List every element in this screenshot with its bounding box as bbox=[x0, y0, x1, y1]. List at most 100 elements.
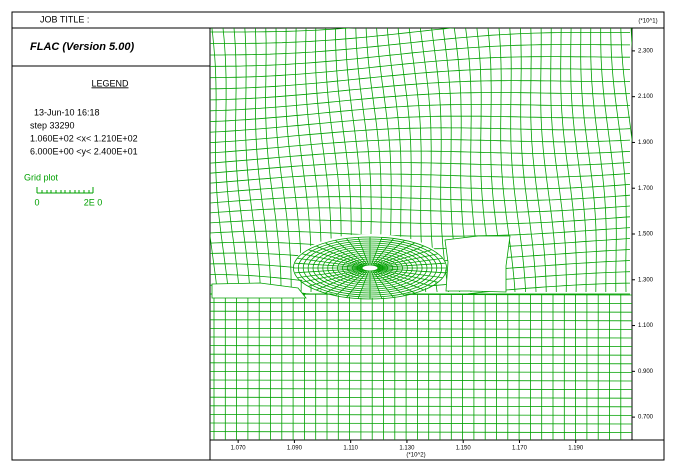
legend-step: step 33290 bbox=[30, 120, 75, 130]
mesh-line bbox=[294, 268, 363, 274]
x-multiplier: (*10^2) bbox=[406, 453, 425, 459]
scale-start: 0 bbox=[34, 197, 39, 207]
mesh-line bbox=[210, 353, 632, 356]
mesh-line bbox=[210, 370, 632, 373]
mesh-line bbox=[210, 0, 630, 9]
y-tick-label: 0.900 bbox=[638, 369, 654, 375]
y-tick-label: 0.700 bbox=[638, 415, 654, 421]
x-tick-label: 1.070 bbox=[231, 446, 247, 452]
mesh-line bbox=[377, 262, 446, 268]
x-tick-label: 1.090 bbox=[287, 446, 303, 452]
mesh-line bbox=[316, 269, 365, 291]
mesh-line bbox=[210, 44, 630, 67]
mesh-line bbox=[210, 379, 632, 382]
mesh-line bbox=[308, 249, 364, 267]
mesh-line bbox=[335, 240, 367, 266]
mesh-line bbox=[316, 245, 365, 267]
y-tick-label: 1.500 bbox=[638, 232, 654, 238]
mesh-line bbox=[610, 28, 627, 293]
x-tick-label: 1.190 bbox=[568, 446, 584, 452]
mesh-line bbox=[210, 422, 632, 425]
legend-x-range: 1.060E+02 <x< 1.210E+02 bbox=[30, 133, 138, 143]
scale-end: 2E 0 bbox=[84, 197, 103, 207]
opening bbox=[444, 235, 511, 293]
mesh-line bbox=[346, 270, 368, 298]
mesh-line bbox=[520, 28, 537, 293]
mesh-line bbox=[210, 302, 632, 305]
mesh-line bbox=[302, 269, 363, 283]
mesh-line bbox=[285, 28, 302, 293]
y-tick-label: 1.900 bbox=[638, 140, 654, 146]
mesh-line bbox=[210, 336, 632, 339]
mesh-line bbox=[530, 28, 547, 293]
mesh-line bbox=[210, 28, 456, 44]
mesh-line bbox=[210, 92, 631, 112]
mesh-line bbox=[308, 269, 364, 287]
mesh-line bbox=[377, 268, 443, 278]
mesh-line bbox=[297, 268, 363, 278]
mesh-line bbox=[210, 216, 631, 225]
mesh-line bbox=[376, 269, 432, 287]
mesh-line bbox=[294, 262, 363, 268]
legend-plot-name: Grid plot bbox=[24, 172, 59, 182]
mesh-line bbox=[210, 413, 632, 416]
x-tick-label: 1.170 bbox=[512, 446, 528, 452]
mesh-line bbox=[211, 28, 229, 293]
mesh-line bbox=[210, 68, 630, 90]
mesh-line bbox=[210, 388, 632, 391]
mesh-line bbox=[210, 396, 632, 399]
mesh-line bbox=[370, 270, 383, 299]
mesh-line bbox=[210, 227, 631, 237]
mesh-line bbox=[375, 269, 424, 291]
program: FLAC (Version 5.00) bbox=[30, 41, 134, 53]
legend-y-range: 6.000E+00 <y< 2.400E+01 bbox=[30, 146, 138, 156]
mesh-line bbox=[210, 127, 631, 143]
mesh-line bbox=[550, 28, 567, 293]
mesh-line bbox=[540, 28, 557, 293]
mesh-line bbox=[210, 327, 632, 330]
mesh-line bbox=[376, 249, 432, 267]
mesh-line bbox=[570, 28, 587, 293]
mesh-line bbox=[222, 28, 240, 293]
mesh-line bbox=[210, 194, 631, 204]
mesh-line bbox=[210, 80, 630, 101]
mesh-line bbox=[210, 150, 631, 164]
mesh-line bbox=[498, 28, 516, 293]
mesh-line bbox=[372, 270, 394, 298]
mesh-line bbox=[325, 242, 366, 266]
mesh-line bbox=[210, 205, 631, 214]
mesh bbox=[210, 0, 632, 440]
mesh-line bbox=[590, 28, 607, 292]
mesh-line bbox=[255, 28, 272, 293]
mesh-line bbox=[373, 240, 405, 266]
mesh-line bbox=[210, 56, 630, 79]
mesh-line bbox=[373, 270, 405, 296]
mesh-line bbox=[275, 28, 292, 292]
y-tick-label: 2.100 bbox=[638, 94, 654, 100]
mesh-line bbox=[325, 270, 366, 294]
mesh-line bbox=[210, 319, 632, 322]
y-tick-label: 1.300 bbox=[638, 277, 654, 283]
mesh-line bbox=[210, 104, 631, 122]
mesh-line bbox=[620, 28, 632, 144]
mesh-line bbox=[374, 270, 415, 294]
y-tick-label: 1.700 bbox=[638, 186, 654, 192]
legend-date: 13-Jun-10 16:18 bbox=[34, 107, 100, 117]
mesh-line bbox=[297, 258, 363, 268]
mesh-line bbox=[560, 28, 577, 293]
y-tick-label: 2.300 bbox=[638, 48, 654, 54]
mesh-line bbox=[346, 238, 368, 266]
mesh-line bbox=[210, 431, 632, 434]
job-title: JOB TITLE : bbox=[40, 14, 89, 24]
mesh-line bbox=[210, 184, 631, 194]
mesh-line bbox=[210, 173, 631, 184]
y-tick-label: 1.100 bbox=[638, 323, 654, 329]
y-multiplier: (*10^1) bbox=[638, 19, 657, 25]
mesh-line bbox=[509, 28, 526, 293]
mesh-line bbox=[357, 270, 370, 299]
mesh-line bbox=[377, 269, 438, 283]
mesh-line bbox=[431, 28, 449, 293]
mesh-line bbox=[372, 238, 394, 266]
